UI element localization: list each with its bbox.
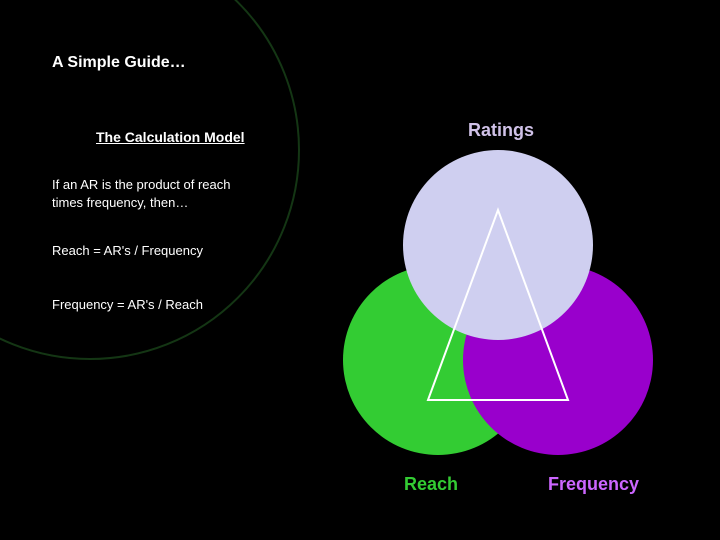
label-ratings: Ratings <box>468 120 534 141</box>
venn-circles <box>343 150 653 455</box>
venn-diagram: Ratings Reach Frequency <box>0 0 720 540</box>
label-reach: Reach <box>404 474 458 495</box>
label-frequency: Frequency <box>548 474 639 495</box>
circle-ratings <box>403 150 593 340</box>
